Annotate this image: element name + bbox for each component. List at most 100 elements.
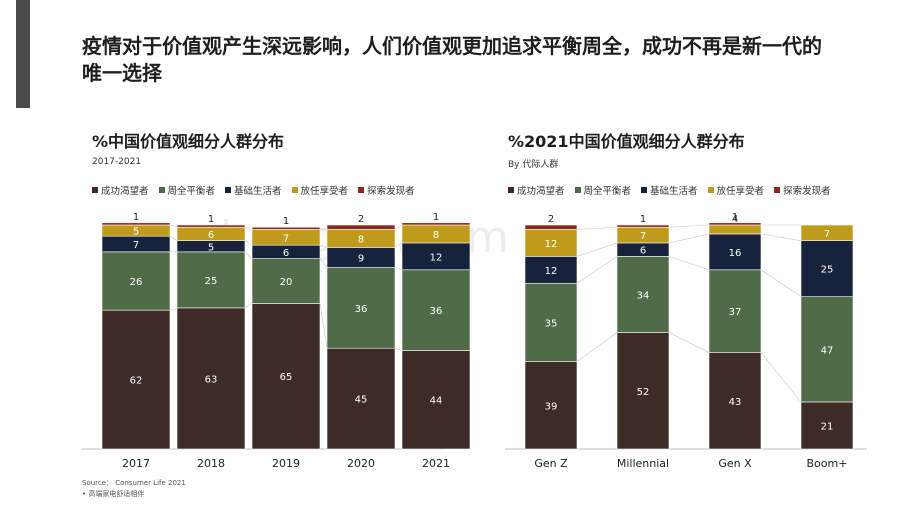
legend-swatch xyxy=(774,187,781,193)
source-note: Source： Consumer Life 2021 xyxy=(82,479,186,487)
left-stacked-bar-chart: 6226751201763255612018652067120194536982… xyxy=(82,212,471,470)
data-label: 37 xyxy=(729,307,742,318)
left-chart-title: %中国价值观细分人群分布 xyxy=(92,132,285,151)
data-label: 44 xyxy=(430,396,443,407)
legend-item: 探索发现者 xyxy=(774,183,831,197)
connector-line xyxy=(244,240,253,246)
connector-line xyxy=(760,269,802,297)
bar-segment xyxy=(251,226,321,230)
legend-label: 周全平衡者 xyxy=(583,186,632,197)
legend-label: 探索发现者 xyxy=(783,186,831,197)
legend-swatch xyxy=(574,187,581,193)
data-label: 52 xyxy=(637,387,650,398)
legend-item: 放任享受者 xyxy=(291,183,348,197)
right-chart-title: %2021中国价值观细分人群分布 xyxy=(508,132,745,151)
bar-segment xyxy=(708,352,762,450)
legend-item: 基础生活者 xyxy=(225,183,282,197)
data-label: 43 xyxy=(729,397,742,408)
legend-item: 探索发现者 xyxy=(358,183,415,197)
legend-label: 周全平衡者 xyxy=(167,186,216,197)
bar-segment xyxy=(616,256,670,333)
bar-segment xyxy=(616,332,670,450)
connector-line xyxy=(394,242,403,248)
data-label: 1 xyxy=(208,214,214,225)
data-label: 39 xyxy=(545,401,558,412)
data-label: 36 xyxy=(355,304,368,315)
bullet-icon: • xyxy=(82,490,87,498)
bar-segment xyxy=(326,347,396,450)
data-label: 2 xyxy=(358,214,364,225)
data-label: 8 xyxy=(358,234,364,245)
bar-segment xyxy=(524,229,578,257)
connector-line xyxy=(576,332,618,362)
bar-segment xyxy=(800,224,854,241)
legend-swatch xyxy=(92,187,98,193)
data-label: 2 xyxy=(548,214,554,225)
legend-label: 放任享受者 xyxy=(716,186,765,197)
legend-label: 基础生活者 xyxy=(234,186,282,197)
connector-line xyxy=(319,303,328,349)
connector-line xyxy=(668,332,710,353)
data-label: 6 xyxy=(283,248,289,259)
connector-line xyxy=(760,233,802,241)
bar-segment xyxy=(800,240,854,297)
x-tick-label: 2019 xyxy=(272,457,300,470)
legend-swatch xyxy=(158,187,165,193)
data-label: 36 xyxy=(430,306,443,317)
connector-line xyxy=(760,352,802,403)
data-label: 5 xyxy=(133,227,139,238)
legend-item: 周全平衡者 xyxy=(158,183,216,197)
bar-segment xyxy=(524,256,578,284)
legend-swatch xyxy=(291,187,298,193)
data-label: 5 xyxy=(208,242,214,253)
footnote: • 高端家电舒适相伴 xyxy=(82,489,144,499)
bar-segment xyxy=(401,350,471,450)
bar-segment xyxy=(616,224,670,228)
x-tick-label: Gen X xyxy=(718,457,752,470)
legend-item: 成功渴望者 xyxy=(508,183,565,197)
legend-swatch xyxy=(508,187,514,193)
x-tick-label: Gen Z xyxy=(534,457,568,470)
bar-segment xyxy=(176,307,246,450)
connector-line xyxy=(244,226,253,230)
data-label: 26 xyxy=(130,277,143,288)
data-label: 25 xyxy=(821,265,834,276)
connector-line xyxy=(319,258,328,268)
x-tick-label: Millennial xyxy=(617,457,669,470)
connector-line xyxy=(394,224,403,230)
legend-label: 成功渴望者 xyxy=(517,186,565,197)
data-label: 34 xyxy=(637,290,650,301)
legend-label: 成功渴望者 xyxy=(101,186,149,197)
legend-label: 基础生活者 xyxy=(650,186,698,197)
connector-line xyxy=(576,242,618,257)
data-label: 12 xyxy=(545,239,558,250)
right-chart-legend: 成功渴望者 周全平衡者 基础生活者 放任享受者 探索发现者 xyxy=(508,183,831,197)
bar-segment xyxy=(176,224,246,228)
data-label: 21 xyxy=(821,421,834,432)
data-label: 1 xyxy=(133,212,139,223)
bar-segment xyxy=(524,224,578,230)
x-tick-label: 2021 xyxy=(422,457,450,470)
legend-swatch xyxy=(707,187,714,193)
footnote-text: 高端家电舒适相伴 xyxy=(88,490,145,498)
legend-item: 成功渴望者 xyxy=(92,183,149,197)
legend-label: 探索发现者 xyxy=(367,186,415,197)
connector-line xyxy=(394,347,403,351)
connector-line xyxy=(668,224,710,228)
bar-segment xyxy=(176,251,246,309)
left-chart-subtitle: 2017-2021 xyxy=(92,157,142,167)
legend-swatch xyxy=(225,187,232,193)
data-label: 62 xyxy=(130,376,143,387)
connector-line xyxy=(668,233,710,244)
bar-segment xyxy=(101,251,171,311)
data-label: 7 xyxy=(133,240,139,251)
data-label: 25 xyxy=(205,276,218,287)
data-label: 1 xyxy=(433,212,439,223)
connector-line xyxy=(244,251,253,259)
data-label: 8 xyxy=(433,230,439,241)
legend-item: 周全平衡者 xyxy=(574,183,632,197)
bar-segment xyxy=(101,309,171,450)
data-label: 1 xyxy=(732,212,738,223)
data-label: 6 xyxy=(640,246,646,257)
data-label: 35 xyxy=(545,318,558,329)
